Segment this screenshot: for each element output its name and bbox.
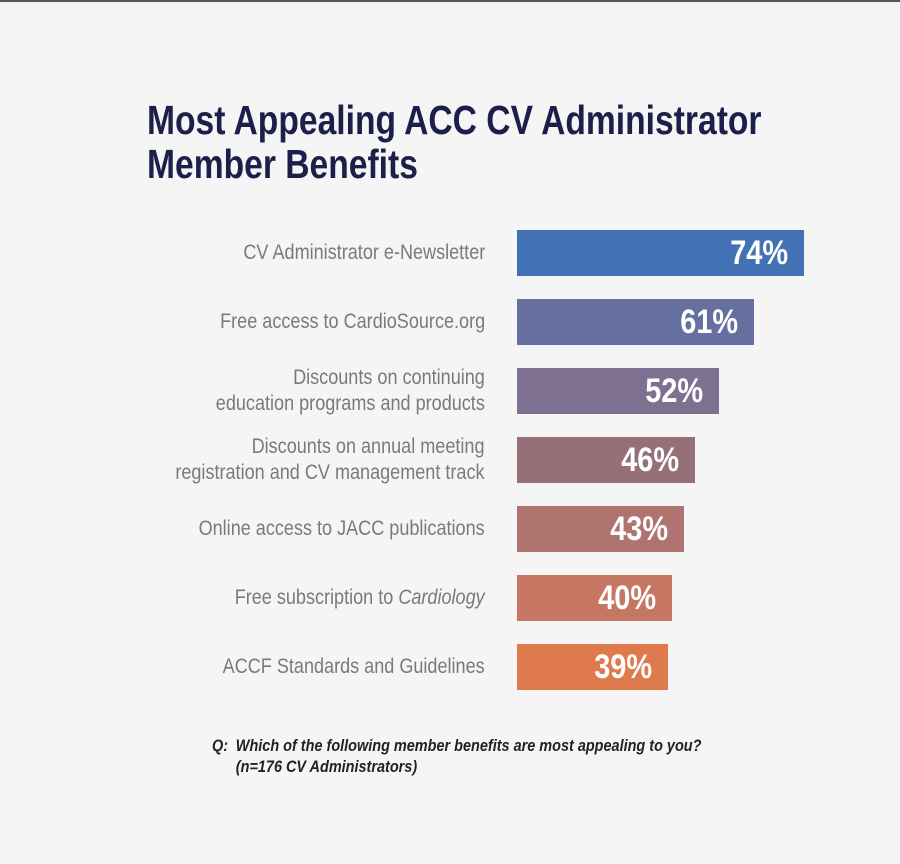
footnote-n: (n=176 CV Administrators)	[235, 757, 418, 776]
category-label: Free subscription to Cardiology	[235, 586, 485, 609]
bar	[517, 506, 684, 552]
bar	[517, 299, 754, 345]
title-line-1: Most Appealing ACC CV Administrator	[147, 97, 762, 143]
bar	[517, 368, 719, 414]
data-label: 39%	[594, 648, 653, 686]
category-label: Online access to JACC publications	[198, 517, 485, 540]
data-label: 61%	[679, 303, 738, 341]
footnote: Q: Which of the following member benefits…	[212, 735, 701, 777]
category-label: Discounts on continuing education program…	[215, 366, 485, 415]
bar	[517, 644, 669, 690]
bar	[517, 575, 673, 621]
data-label: 43%	[609, 510, 668, 548]
category-label: ACCF Standards and Guidelines	[222, 655, 485, 678]
title-line-2: Member Benefits	[147, 141, 418, 187]
bar	[517, 437, 696, 483]
data-label: 74%	[730, 234, 789, 272]
category-label: Free access to CardioSource.org	[219, 310, 485, 333]
data-label: 52%	[644, 372, 703, 410]
chart-title: Most Appealing ACC CV Administrator Memb…	[147, 98, 762, 186]
footnote-q: Q:	[212, 736, 229, 755]
data-label: 46%	[621, 441, 680, 479]
top-border	[0, 0, 900, 2]
category-label: CV Administrator e-Newsletter	[243, 241, 485, 264]
bar	[517, 230, 805, 276]
data-label: 40%	[598, 579, 657, 617]
footnote-question: Which of the following member benefits a…	[235, 736, 702, 755]
category-label: Discounts on annual meeting registration …	[175, 435, 485, 484]
